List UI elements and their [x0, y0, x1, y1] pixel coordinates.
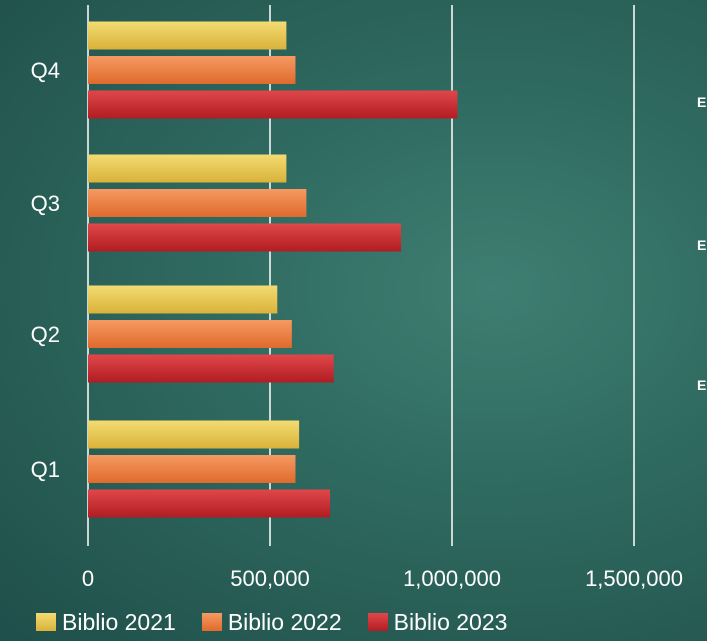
bar-q1-biblio-2022: [88, 455, 296, 483]
bar-q4-biblio-2021: [88, 21, 287, 50]
edge-mark-3: E: [697, 380, 707, 390]
category-label-q2: Q2: [31, 322, 60, 347]
x-tick-label-0: 0: [82, 566, 94, 591]
x-tick-label-2: 1,000,000: [403, 566, 501, 591]
legend-swatch-biblio-2021: [36, 613, 56, 631]
x-tick-label-1: 500,000: [230, 566, 310, 591]
legend-item-biblio-2021: Biblio 2021: [36, 609, 176, 636]
bar-q4-biblio-2023: [88, 90, 458, 119]
legend-item-biblio-2022: Biblio 2022: [201, 608, 342, 636]
bar-q3-biblio-2023: [88, 223, 402, 252]
x-tick-label-3: 1,500,000: [585, 566, 683, 591]
category-label-q4: Q4: [31, 58, 60, 83]
bar-q2-biblio-2023: [88, 354, 334, 383]
bar-q4-biblio-2022: [88, 56, 296, 84]
bar-q3-biblio-2021: [88, 154, 287, 183]
bar-q3-biblio-2022: [88, 189, 307, 217]
legend-label-biblio-2022: Biblio 2022: [227, 608, 342, 635]
legend: Biblio 2021 Biblio 2022 Biblio 2023: [36, 606, 507, 638]
category-label-q3: Q3: [31, 191, 60, 216]
bar-q2-biblio-2022: [88, 320, 292, 348]
bar-q1-biblio-2021: [88, 420, 300, 449]
legend-swatch-biblio-2022: [201, 613, 222, 631]
bar-q1-biblio-2023: [88, 489, 331, 518]
legend-label-biblio-2021: Biblio 2021: [62, 608, 176, 635]
legend-label-biblio-2023: Biblio 2023: [393, 608, 508, 635]
legend-swatch-biblio-2023: [367, 613, 388, 631]
x-tick-labels: 0 500,000 1,000,000 1,500,000: [82, 566, 683, 591]
bar-chart: Q1 Q2 Q3 Q4 0 500,000 1,000,000 1,500,000: [31, 21, 683, 591]
category-labels: Q1 Q2 Q3 Q4: [31, 58, 60, 482]
edge-mark-1: E: [697, 97, 707, 107]
bar-q2-biblio-2021: [88, 285, 278, 314]
category-label-q1: Q1: [31, 457, 60, 482]
legend-item-biblio-2023: Biblio 2023: [367, 608, 508, 636]
bars: [88, 21, 458, 518]
edge-mark-2: E: [697, 240, 707, 250]
